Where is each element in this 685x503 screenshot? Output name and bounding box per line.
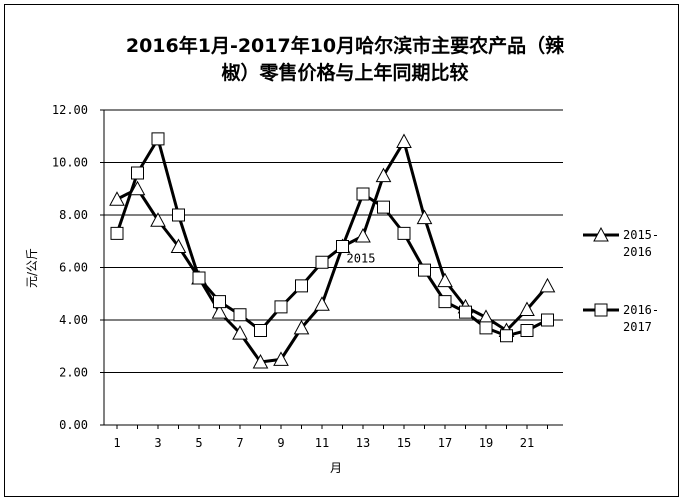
x-tick-label: 15 xyxy=(397,436,411,450)
data-point-2016-2017 xyxy=(192,271,206,285)
data-point-2015-2016 xyxy=(211,304,228,319)
x-tick-label: 5 xyxy=(195,436,202,450)
data-point-2015-2016 xyxy=(150,212,166,227)
x-tick-label: 21 xyxy=(520,436,534,450)
data-point-2016-2017 xyxy=(377,200,390,214)
data-point-2015-2016 xyxy=(129,180,146,196)
x-tick-label: 19 xyxy=(479,436,493,450)
data-point-2016-2017 xyxy=(213,295,226,309)
data-point-2016-2017 xyxy=(479,321,493,335)
x-axis-label: 月 xyxy=(330,461,342,475)
x-tick-label: 3 xyxy=(154,436,161,450)
y-tick-label: 6.00 xyxy=(59,261,88,275)
legend-label: 2016- xyxy=(623,303,659,317)
data-point-2015-2016 xyxy=(232,325,248,340)
data-point-2016-2017 xyxy=(295,279,308,293)
data-point-2015-2016 xyxy=(109,191,125,206)
data-point-2015-2016 xyxy=(293,319,310,335)
series-line-2016-2017 xyxy=(115,137,549,338)
data-point-2016-2017 xyxy=(274,300,288,314)
x-tick-label: 1 xyxy=(113,436,120,450)
y-tick-label: 2.00 xyxy=(59,366,88,380)
data-point-2016-2017 xyxy=(110,226,124,240)
data-point-2015-2016 xyxy=(375,167,392,183)
data-point-2015-2016 xyxy=(252,353,269,369)
y-tick-label: 10.00 xyxy=(52,156,88,170)
data-point-2016-2017 xyxy=(438,295,452,309)
data-point-2015-2016 xyxy=(519,301,535,316)
data-point-2015-2016 xyxy=(416,209,433,225)
data-point-2015-2016 xyxy=(273,351,289,366)
x-tick-label: 11 xyxy=(315,436,329,450)
data-point-2016-2017 xyxy=(520,324,534,337)
y-tick-label: 0.00 xyxy=(59,418,88,432)
y-tick-label: 4.00 xyxy=(59,313,88,327)
y-tick-label: 8.00 xyxy=(59,208,88,222)
data-point-2016-2017 xyxy=(541,313,554,327)
data-point-2015-2016 xyxy=(170,238,187,253)
data-point-2015-2016 xyxy=(314,296,330,311)
data-point-2016-2017 xyxy=(151,132,165,146)
data-point-2015-2016 xyxy=(396,133,412,148)
chart-title-line1: 2016年1月-2017年10月哈尔滨市主要农产品（辣 xyxy=(126,34,565,57)
y-axis-label: 元/公斤 xyxy=(25,248,39,288)
data-point-2015-2016 xyxy=(539,277,556,293)
data-point-2016-2017 xyxy=(397,226,411,240)
data-point-2016-2017 xyxy=(336,240,349,253)
data-point-2015-2016 xyxy=(355,227,371,243)
data-point-2016-2017 xyxy=(500,329,513,343)
y-tick-label: 12.00 xyxy=(52,103,88,117)
data-point-2016-2017 xyxy=(131,166,144,180)
x-tick-label: 7 xyxy=(236,436,243,450)
legend-marker-2016-2017 xyxy=(594,303,608,317)
data-point-2016-2017 xyxy=(418,263,431,277)
x-tick-label: 13 xyxy=(356,436,370,450)
legend-marker-2015-2016 xyxy=(593,226,609,242)
data-point-2016-2017 xyxy=(459,305,472,319)
data-point-2015-2016 xyxy=(437,272,453,288)
x-tick-label: 9 xyxy=(277,436,284,450)
data-point-2016-2017 xyxy=(315,255,329,269)
data-point-2016-2017 xyxy=(356,187,370,201)
x-tick-label: 17 xyxy=(438,436,452,450)
data-point-2016-2017 xyxy=(233,308,247,322)
legend: 2015- 2016 2016- 2017 xyxy=(583,226,659,334)
data-point-2016-2017 xyxy=(172,208,185,222)
chart-title-line2: 椒）零售价格与上年同期比较 xyxy=(221,61,468,84)
legend-label: 2016 xyxy=(623,245,652,259)
chart-annotation: 2015 xyxy=(347,251,376,265)
legend-label: 2015- xyxy=(623,228,659,242)
series-line-2015-2016 xyxy=(116,140,549,364)
legend-label: 2017 xyxy=(623,320,652,334)
data-point-2016-2017 xyxy=(254,324,267,337)
